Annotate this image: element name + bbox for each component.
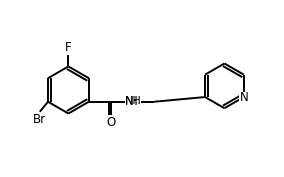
Text: Br: Br bbox=[33, 113, 46, 126]
Bar bbox=[126, 97, 141, 106]
Text: N: N bbox=[239, 91, 248, 104]
Text: H: H bbox=[129, 95, 138, 108]
Text: N: N bbox=[125, 95, 134, 108]
Text: O: O bbox=[106, 116, 116, 129]
Text: NH: NH bbox=[125, 96, 142, 106]
Text: F: F bbox=[65, 41, 72, 54]
Bar bbox=[239, 92, 249, 102]
